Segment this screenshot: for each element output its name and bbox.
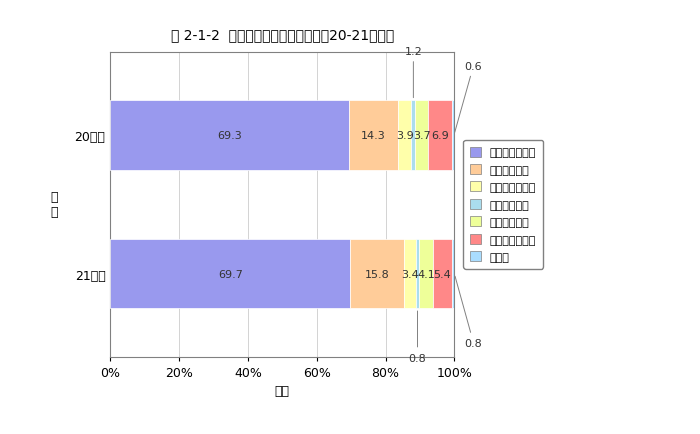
Bar [433,240,452,309]
Y-axis label: 年
度: 年 度 [50,191,57,219]
Bar [452,101,454,170]
X-axis label: 割合: 割合 [275,385,290,398]
Text: 15.8: 15.8 [365,269,390,279]
Bar [428,101,452,170]
Text: 4.1: 4.1 [417,269,435,279]
Bar [416,240,419,309]
Bar [111,101,349,170]
Bar [419,240,433,309]
Bar [349,101,398,170]
Text: 5.4: 5.4 [433,269,451,279]
Title: 図 2-1-2  本人の職業（無延滞者）（20-21年度）: 図 2-1-2 本人の職業（無延滞者）（20-21年度） [171,28,394,42]
Bar [405,240,416,309]
Text: 3.4: 3.4 [401,269,419,279]
Bar [412,101,415,170]
Legend: 正社員・正職員, アルバイト等, 自営業・経営者, 学生（留学）, 無職・休職中, 専業主婦（夫）, その他: 正社員・正職員, アルバイト等, 自営業・経営者, 学生（留学）, 無職・休職中… [463,141,543,269]
Text: 0.6: 0.6 [455,62,482,133]
Text: 6.9: 6.9 [431,131,449,141]
Text: 3.9: 3.9 [395,131,414,141]
Bar [452,240,454,309]
Bar [415,101,428,170]
Text: 1.2: 1.2 [405,47,422,99]
Text: 69.3: 69.3 [217,131,242,141]
Text: 14.3: 14.3 [361,131,386,141]
Text: 0.8: 0.8 [409,311,426,363]
Text: 0.8: 0.8 [455,276,482,348]
Bar [350,240,405,309]
Bar [398,101,412,170]
Text: 69.7: 69.7 [218,269,243,279]
Text: 3.7: 3.7 [413,131,430,141]
Bar [111,240,350,309]
